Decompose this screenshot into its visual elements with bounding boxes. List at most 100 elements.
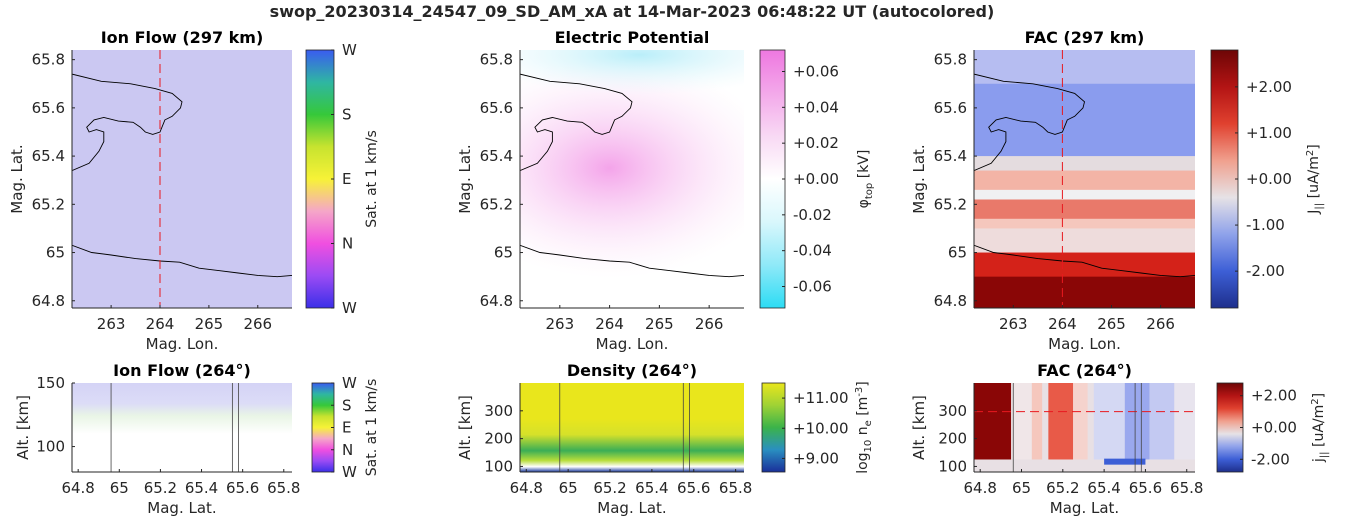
colorbar-tick-label: +2.00 [1251, 387, 1297, 405]
y-axis-label: Alt. [km] [910, 395, 928, 460]
panel-title: Ion Flow (264°) [113, 361, 251, 380]
colorbar-tick-label: E [342, 419, 351, 437]
colorbar-tick-label: W [342, 463, 357, 481]
x-tick-label: 65.8 [1170, 479, 1203, 497]
fac-cut-column [1124, 383, 1150, 460]
colorbar [759, 49, 786, 309]
colorbar-label-part: [kV] [856, 150, 872, 183]
ion-flow-map-image [72, 50, 292, 308]
colorbar-tick-label: +11.00 [793, 389, 849, 407]
colorbar-label-part: ] [1306, 144, 1322, 149]
x-axis-label: Mag. Lon. [596, 335, 669, 353]
ion-flow-cut-panel: 64.8 65 65.2 65.4 65.6 65.8 100 150 Ion Flow (26… [14, 361, 380, 517]
fac-cut-column [1174, 383, 1195, 460]
colorbar-tick-label: -2.00 [1251, 450, 1290, 468]
x-tick-label: 65.2 [1046, 479, 1079, 497]
fac-cut-column [1031, 383, 1043, 460]
colorbar-label: Sat. at 1 km/s [364, 130, 380, 228]
x-tick-label: 65.2 [144, 479, 177, 497]
colorbar-tick-label: W [342, 374, 357, 392]
colorbar-label: Sat. at 1 km/s [364, 379, 380, 477]
y-axis-label: Mag. Lat. [8, 144, 26, 213]
x-tick-label: 265 [645, 315, 674, 333]
y-tick-label: 150 [36, 374, 65, 392]
y-tick-label: 65.8 [934, 51, 967, 69]
y-axis-label: Alt. [km] [456, 395, 474, 460]
y-tick-label: 65 [494, 244, 513, 262]
x-tick-label: 264 [1048, 315, 1077, 333]
x-tick-label: 64.8 [61, 479, 94, 497]
x-tick-label: 65 [1012, 479, 1031, 497]
boundary-line-lower [520, 244, 744, 278]
colorbar-label-part: [uA/m [1306, 156, 1322, 203]
x-tick-label: 65 [559, 479, 578, 497]
x-tick-label: 64.8 [963, 479, 996, 497]
density-field [520, 383, 744, 472]
y-tick-label: 65.4 [480, 147, 513, 165]
fac-band [974, 228, 1195, 254]
colorbar-tick-label: N [342, 235, 353, 253]
colorbar-label-part: [m [855, 397, 871, 421]
colorbar-tick-label: -1.00 [1246, 216, 1285, 234]
colorbar-tick-label: -0.06 [793, 278, 832, 296]
x-tick-label: 65.4 [1087, 479, 1120, 497]
x-tick-label: 65.8 [719, 479, 752, 497]
panel-title: Ion Flow (297 km) [101, 28, 264, 47]
x-tick-label: 65.6 [1129, 479, 1162, 497]
potential-positive-region [520, 58, 744, 279]
x-tick-label: 65.6 [226, 479, 259, 497]
y-tick-label: 65.2 [480, 195, 513, 213]
boundary-line-upper [974, 73, 1086, 172]
colorbar-label-part: || [1314, 203, 1325, 210]
y-tick-label: 65.2 [934, 195, 967, 213]
colorbar-tick-label: +1.00 [1246, 124, 1292, 142]
y-tick-label: 64.8 [480, 292, 513, 310]
colorbar-label-part: [uA/m [1311, 405, 1327, 452]
colorbar-tick-label: +0.00 [1246, 170, 1292, 188]
boundary-line-upper [72, 73, 183, 172]
colorbar [761, 382, 786, 473]
x-tick-label: 65.2 [593, 479, 626, 497]
y-tick-label: 65 [46, 244, 65, 262]
x-tick-label: 263 [97, 315, 126, 333]
colorbar-tick-label: +2.00 [1246, 78, 1292, 96]
y-tick-label: 65.4 [934, 147, 967, 165]
fac-band [974, 276, 1195, 308]
fac-band [974, 170, 1195, 191]
fac-map-image [974, 50, 1195, 308]
fac-band [974, 252, 1195, 278]
x-tick-label: 266 [243, 315, 272, 333]
x-axis-label: Mag. Lon. [146, 335, 219, 353]
colorbar-tick-label: +10.00 [793, 419, 849, 437]
colorbar-label-part: ] [1311, 393, 1327, 398]
x-tick-label: 265 [195, 315, 224, 333]
panel-title: FAC (297 km) [1025, 28, 1145, 47]
colorbar-tick-label: E [342, 170, 351, 188]
panel-title: Electric Potential [555, 28, 710, 47]
colorbar-label-part: log [855, 452, 871, 473]
fac-cut-column [1073, 383, 1088, 460]
x-tick-label: 264 [595, 315, 624, 333]
colorbar-tick-label: S [342, 106, 352, 124]
x-tick-label: 266 [1146, 315, 1175, 333]
x-axis-label: Mag. Lat. [147, 499, 216, 517]
colorbar-label: J|| [uA/m2] [1305, 144, 1325, 214]
x-tick-label: 64.8 [510, 479, 543, 497]
colorbar-label: log10 ne [m-3] [854, 381, 874, 474]
colorbar [311, 382, 335, 473]
colorbar-label-part: ] [855, 381, 871, 386]
colorbar-tick-label: N [342, 441, 353, 459]
x-tick-label: 263 [546, 315, 575, 333]
ion-flow-map-panel: 263 264 265 266 64.8 65 65.2 65.4 65.6 65.8 Ion Fl… [8, 28, 380, 353]
boundary-line-lower [72, 244, 292, 278]
y-axis-label: Mag. Lat. [456, 144, 474, 213]
colorbar-tick-label: -2.00 [1246, 262, 1285, 280]
figure-title: swop_20230314_24547_09_SD_AM_xA at 14-Ma… [270, 2, 995, 21]
y-tick-label: 300 [938, 402, 967, 420]
ion-flow-cut-image [72, 383, 292, 472]
colorbar-tick-label: +0.04 [793, 98, 839, 116]
y-tick-label: 300 [484, 402, 513, 420]
x-axis-label: Mag. Lat. [1050, 499, 1119, 517]
boundary-line-upper [520, 73, 633, 172]
